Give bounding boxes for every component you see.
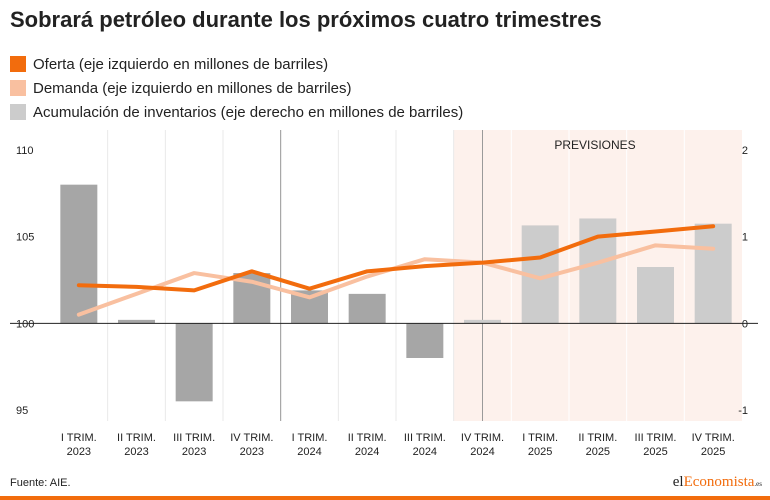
x-axis-tick: IV TRIM. <box>461 432 504 444</box>
legend: Oferta (eje izquierdo en millones de bar… <box>10 52 463 124</box>
x-axis-tick: 2024 <box>297 446 321 458</box>
x-axis-tick: 2024 <box>470 446 494 458</box>
left-axis-tick: 100 <box>16 318 34 330</box>
x-axis-tick: 2023 <box>67 446 91 458</box>
x-axis-tick: 2025 <box>528 446 552 458</box>
line-oferta <box>76 224 716 293</box>
x-axis-tick: 2023 <box>182 446 206 458</box>
legend-item-demanda: Demanda (eje izquierdo en millones de ba… <box>10 76 463 100</box>
x-axis-tick: 2024 <box>413 446 437 458</box>
bar-inventarios <box>694 223 732 324</box>
x-axis-tick: 2025 <box>701 446 725 458</box>
bar-inventarios <box>406 323 444 358</box>
x-axis-tick: 2025 <box>586 446 610 458</box>
bar-inventarios <box>464 319 501 324</box>
legend-label-demanda: Demanda (eje izquierdo en millones de ba… <box>33 79 352 97</box>
x-axis-tick: II TRIM. <box>117 432 156 444</box>
x-axis-tick: 2023 <box>124 446 148 458</box>
right-axis-tick: 1 <box>742 232 748 244</box>
bar-inventarios <box>118 319 155 324</box>
x-axis-tick: I TRIM. <box>522 432 558 444</box>
x-axis-tick: I TRIM. <box>61 432 97 444</box>
bar-inventarios <box>637 267 674 324</box>
legend-item-oferta: Oferta (eje izquierdo en millones de bar… <box>10 52 463 76</box>
x-axis-tick: 2023 <box>240 446 264 458</box>
right-axis-tick: -1 <box>738 405 748 417</box>
bar-inventarios <box>175 323 213 402</box>
left-axis-tick: 95 <box>16 405 28 417</box>
brand-sup: .es <box>754 480 762 488</box>
right-axis-tick: 0 <box>742 318 748 330</box>
bar-inventarios <box>60 184 98 324</box>
legend-swatch-inventarios <box>10 104 26 120</box>
x-axis-tick: IV TRIM. <box>230 432 273 444</box>
legend-swatch-oferta <box>10 56 26 72</box>
legend-item-inventarios: Acumulación de inventarios (eje derecho … <box>10 100 463 124</box>
bar-inventarios <box>348 293 386 324</box>
x-axis-tick: III TRIM. <box>173 432 215 444</box>
brand-mid: Economista <box>683 474 755 490</box>
x-axis-tick: II TRIM. <box>578 432 617 444</box>
left-axis-tick: 110 <box>16 145 34 157</box>
right-axis-tick: 2 <box>742 145 748 157</box>
x-axis-tick: IV TRIM. <box>692 432 735 444</box>
x-axis-tick: 2024 <box>355 446 379 458</box>
x-axis-tick: III TRIM. <box>404 432 446 444</box>
forecast-label: PREVISIONES <box>554 138 635 152</box>
brand-logo: elEconomista.es <box>673 474 762 491</box>
brand-pre: el <box>672 474 684 490</box>
x-axis-tick: I TRIM. <box>292 432 328 444</box>
left-axis-tick: 105 <box>16 232 34 244</box>
x-axis-tick: 2025 <box>643 446 667 458</box>
x-axis-tick: III TRIM. <box>635 432 677 444</box>
legend-swatch-demanda <box>10 80 26 96</box>
x-axis-tick: II TRIM. <box>348 432 387 444</box>
chart-title: Sobrará petróleo durante los próximos cu… <box>10 7 602 32</box>
brand-bar <box>0 496 770 500</box>
legend-label-oferta: Oferta (eje izquierdo en millones de bar… <box>33 55 329 73</box>
source-note: Fuente: AIE. <box>10 477 71 489</box>
legend-label-inventarios: Acumulación de inventarios (eje derecho … <box>33 103 464 121</box>
